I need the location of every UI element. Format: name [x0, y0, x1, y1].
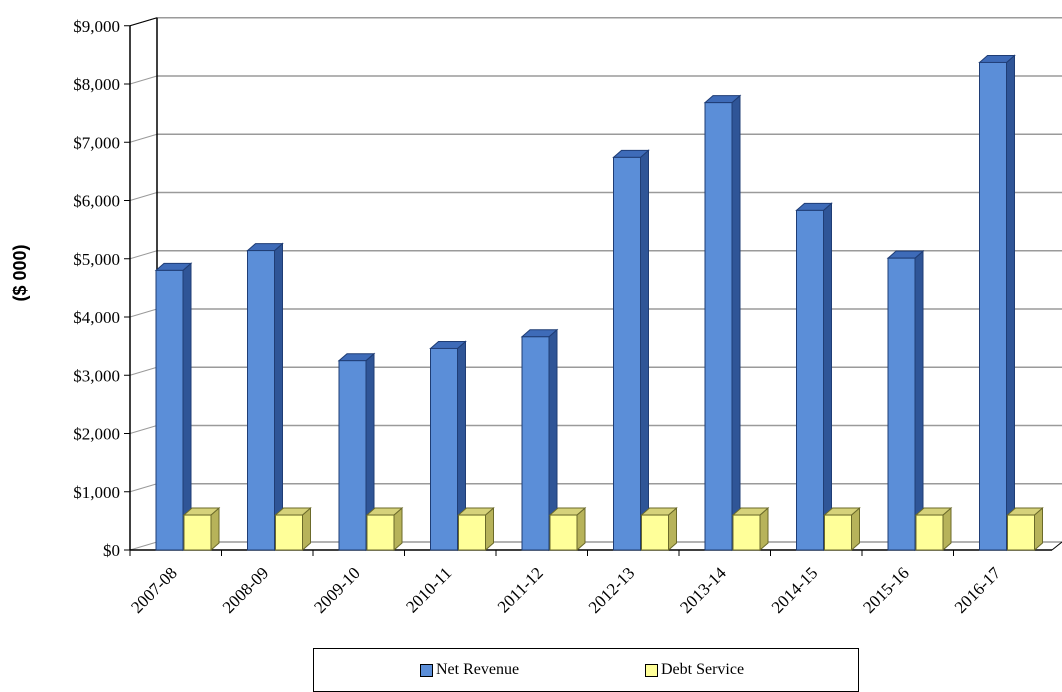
bar-debt-service — [365, 506, 404, 552]
gridline-side — [129, 541, 158, 551]
x-tick-label: 2016-17 — [951, 563, 1005, 617]
x-axis-end — [1051, 541, 1062, 551]
bar-net-revenue — [154, 262, 193, 552]
bar-front — [1007, 514, 1035, 551]
bar-debt-service — [548, 506, 587, 552]
x-tick-label: 2011-12 — [494, 563, 547, 616]
bar-debt-service — [274, 506, 312, 552]
x-tick-label: 2010-11 — [402, 563, 455, 616]
gridline-side — [129, 250, 158, 260]
x-tick-label: 2007-08 — [127, 563, 181, 617]
bar-net-revenue — [703, 94, 742, 552]
bars — [154, 54, 1044, 552]
x-tick-label: 2012-13 — [585, 563, 639, 617]
y-tick-label: $3,000 — [73, 366, 120, 385]
bar-front — [979, 61, 1007, 551]
bar-debt-service — [182, 506, 221, 552]
y-axis-label: ($ 000) — [10, 244, 30, 301]
legend-item-debt-service: Debt Service — [645, 661, 744, 679]
bar-net-revenue — [337, 352, 376, 552]
gridline-side — [129, 425, 158, 434]
x-tick-label: 2009-10 — [310, 563, 364, 617]
gridlines — [129, 17, 1062, 551]
legend: Net Revenue Debt Service — [313, 648, 859, 692]
bar-debt-service — [731, 506, 770, 552]
bar-net-revenue — [520, 328, 559, 552]
bar-net-revenue — [612, 149, 650, 552]
x-tick-label: 2008-09 — [219, 563, 273, 617]
bar-side — [914, 250, 924, 552]
legend-label-net-revenue: Net Revenue — [436, 661, 520, 678]
y-tick-label: $4,000 — [73, 308, 120, 327]
legend-swatch-net-revenue — [420, 663, 433, 677]
bar-front — [824, 514, 852, 551]
bar-front — [704, 102, 733, 551]
bar-debt-service — [823, 506, 861, 552]
y-tick-label: $9,000 — [73, 17, 120, 36]
y-tick-label: $7,000 — [73, 133, 120, 152]
bar-net-revenue — [795, 202, 833, 552]
legend-label-debt-service: Debt Service — [661, 661, 745, 678]
bar-front — [458, 514, 486, 551]
bar-net-revenue — [246, 242, 284, 552]
bar-net-revenue — [429, 340, 467, 552]
x-tick-label: 2014-15 — [768, 563, 822, 617]
bar-net-revenue — [978, 54, 1016, 552]
y-tick-label: $0 — [103, 541, 120, 560]
y-tick-label: $5,000 — [73, 250, 120, 269]
y-tick-labels: $0 $1,000 $2,000 $3,000 $4,000 $5,000 $6,000 $7… — [73, 17, 120, 560]
x-tick-labels: 2007-08 2008-09 2009-10 2010-11 2011-12 2012-… — [127, 563, 1004, 617]
bar-front — [915, 514, 944, 551]
bar-side — [640, 149, 649, 552]
bar-front — [183, 514, 212, 551]
legend-item-net-revenue: Net Revenue — [420, 661, 519, 679]
bar-debt-service — [457, 506, 495, 552]
gridline-side — [129, 366, 158, 376]
x-tick-label: 2015-16 — [859, 563, 913, 617]
y-tick-label: $2,000 — [73, 425, 120, 444]
gridline-side — [129, 308, 158, 318]
gridline-side — [129, 192, 158, 201]
y-tick-label: $8,000 — [73, 75, 120, 94]
bar-side — [182, 262, 192, 552]
gridline-side — [129, 483, 158, 493]
y-axis-top — [129, 17, 158, 27]
bar-front — [887, 257, 916, 551]
bar-front — [732, 514, 761, 551]
bar-front — [641, 514, 669, 551]
bar-front — [366, 514, 395, 551]
bar-front — [155, 269, 184, 551]
bar-front — [521, 336, 550, 551]
bar-front — [613, 156, 641, 551]
bar-side — [1006, 54, 1015, 552]
bar-side — [823, 202, 832, 552]
y-tick-label: $1,000 — [73, 483, 120, 502]
legend-swatch-debt-service — [645, 663, 658, 677]
bar-debt-service — [640, 506, 678, 552]
bar-net-revenue — [886, 250, 925, 552]
gridline-side — [129, 75, 158, 85]
bar-debt-service — [1006, 506, 1044, 552]
bar-front — [275, 514, 303, 551]
bar-front — [796, 209, 824, 551]
bar-side — [274, 242, 283, 552]
bar-front — [247, 250, 275, 551]
bar-front — [338, 360, 367, 551]
bar-front — [549, 514, 578, 551]
bar-front — [430, 347, 458, 551]
bar-side — [731, 94, 741, 552]
x-tick-label: 2013-14 — [676, 563, 730, 617]
gridline-side — [129, 133, 158, 143]
bar-debt-service — [914, 506, 953, 552]
y-tick-label: $6,000 — [73, 192, 120, 211]
